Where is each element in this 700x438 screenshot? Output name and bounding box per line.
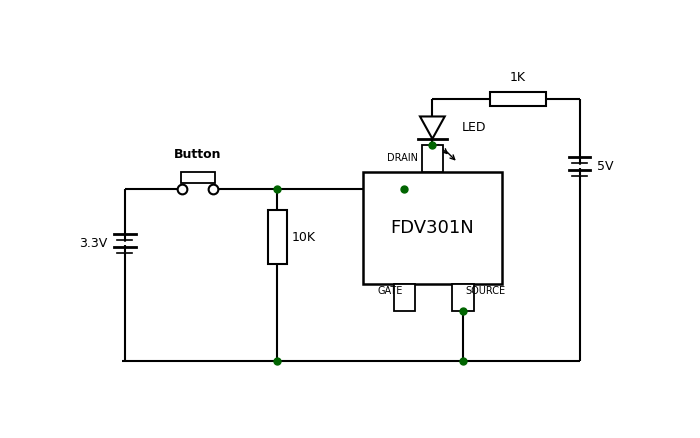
Bar (393, 283, 415, 311)
Text: Button: Button (174, 148, 221, 161)
Text: 5V: 5V (596, 160, 613, 173)
Text: LED: LED (462, 121, 486, 134)
Bar (452, 283, 474, 311)
Text: 10K: 10K (292, 231, 316, 244)
Bar (363, 172, 502, 283)
Text: 1K: 1K (510, 71, 526, 84)
Bar (421, 145, 443, 172)
Bar (490, 92, 545, 106)
Text: DRAIN: DRAIN (387, 153, 419, 163)
Text: 3.3V: 3.3V (79, 237, 108, 250)
Polygon shape (420, 117, 444, 139)
Bar (267, 210, 287, 264)
Text: SOURCE: SOURCE (466, 286, 505, 296)
Bar (181, 172, 215, 183)
Text: GATE: GATE (377, 286, 403, 296)
Text: FDV301N: FDV301N (391, 219, 475, 237)
